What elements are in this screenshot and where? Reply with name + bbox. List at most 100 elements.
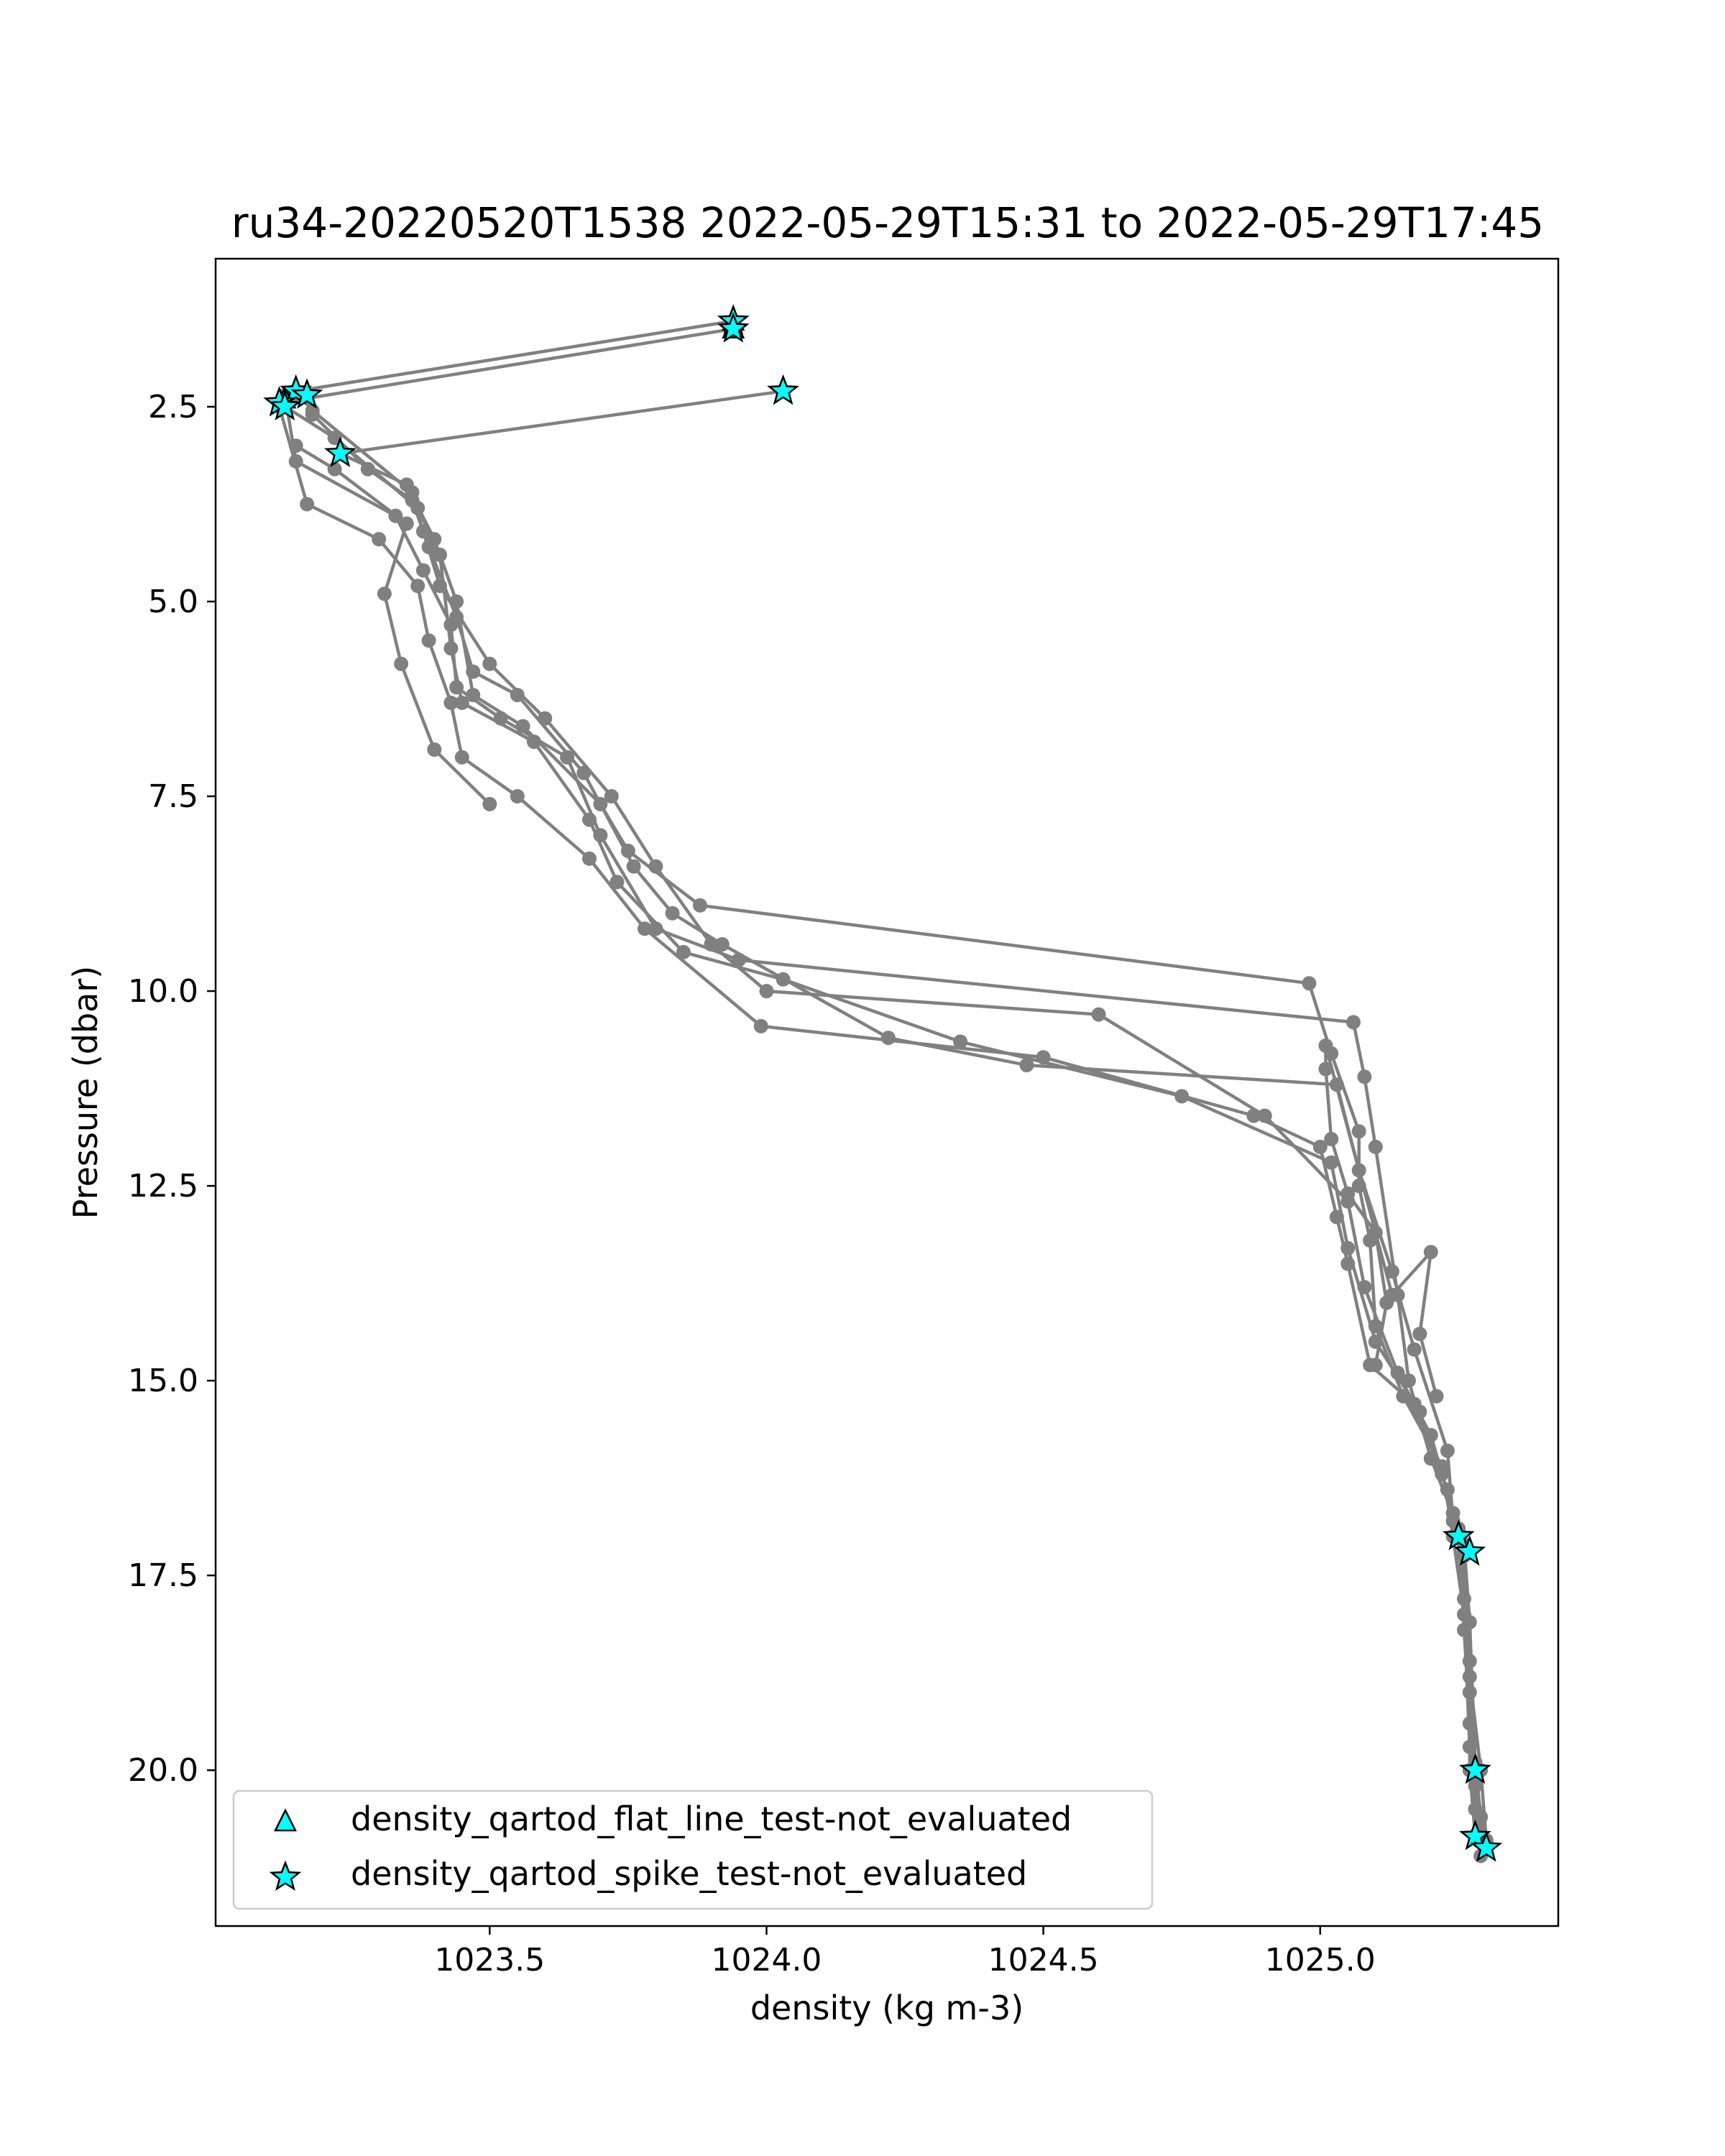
spike-flag-marker [1442, 1519, 1475, 1550]
profile-point [1384, 1287, 1399, 1302]
profile-point [394, 656, 409, 671]
profile-point [454, 750, 469, 765]
profile-point [1340, 1186, 1356, 1201]
profile-point [593, 828, 608, 843]
y-tick-label: 15.0 [128, 1363, 198, 1399]
profile-point [288, 438, 303, 453]
profile-point [714, 937, 730, 952]
profile-point [1246, 1108, 1261, 1123]
x-tick-label: 1025.0 [1265, 1942, 1376, 1978]
chart-title: ru34-20220520T1538 2022-05-29T15:31 to 2… [231, 198, 1544, 247]
profile-point [676, 944, 691, 959]
profile-point [1402, 1373, 1416, 1388]
profile-point [372, 532, 387, 547]
profile-point [1312, 1139, 1328, 1154]
profile-point [1407, 1342, 1422, 1357]
profile-point [1346, 1015, 1361, 1030]
profile-point [1368, 1139, 1383, 1154]
profile-point [454, 695, 469, 710]
profile-point [1302, 976, 1317, 991]
profile-point [626, 859, 641, 874]
spike-flag-marker [290, 378, 323, 409]
legend-star-marker [269, 1860, 302, 1892]
y-tick-label: 12.5 [128, 1168, 198, 1204]
profile-point [1340, 1256, 1356, 1271]
profile-point [377, 586, 392, 602]
profile-point [693, 898, 707, 913]
profile-point [576, 765, 592, 780]
profile-point [449, 609, 464, 625]
spike-flag-marker [1470, 1831, 1503, 1862]
legend-triangle-marker [273, 1808, 298, 1832]
profile-point [1423, 1245, 1438, 1260]
legend: density_qartod_flat_line_test-not_evalua… [232, 1789, 1154, 1910]
profile-point [482, 796, 497, 811]
profile-point [1318, 1038, 1333, 1053]
profile-point [880, 1031, 896, 1046]
profile-point [1091, 1007, 1106, 1022]
x-tick-label: 1024.0 [711, 1942, 822, 1978]
profile-point [300, 497, 315, 512]
y-tick-label: 2.5 [148, 389, 198, 425]
x-tick-label: 1023.5 [434, 1942, 545, 1978]
y-tick-label: 10.0 [128, 973, 198, 1010]
profile-point [1429, 1388, 1444, 1404]
x-axis-title: density (kg m-3) [750, 1989, 1024, 2027]
profile-point [421, 633, 436, 648]
profile-point [510, 789, 525, 803]
profile-point [759, 984, 774, 999]
y-tick-label: 7.5 [148, 778, 198, 815]
spike-flag-marker [1459, 1819, 1491, 1851]
profile-point [1440, 1482, 1455, 1497]
profile-point [1019, 1058, 1034, 1073]
profile-point [1407, 1396, 1422, 1411]
plot-frame [214, 257, 1560, 1927]
profile-point [648, 921, 663, 936]
y-tick-label: 17.5 [128, 1557, 198, 1594]
profile-point [510, 688, 525, 703]
spike-flag-marker [323, 436, 356, 468]
profile-point [399, 516, 414, 531]
profile-point [405, 493, 420, 508]
profile-point [427, 742, 442, 757]
profile-point [466, 688, 481, 703]
profile-point [449, 680, 464, 695]
plot-area [263, 304, 1503, 1864]
profile-point [1324, 1155, 1339, 1170]
profile-point [1324, 1132, 1339, 1146]
profile-point [443, 695, 459, 710]
spike-flag-marker [767, 374, 799, 405]
legend-label-spike: density_qartod_spike_test-not_evaluated [351, 1854, 1027, 1893]
legend-label-flat-line: density_qartod_flat_line_test-not_evalua… [351, 1800, 1072, 1838]
profile-point [638, 921, 652, 936]
spike-flag-marker [1453, 1535, 1486, 1566]
y-tick-label: 5.0 [148, 584, 198, 620]
profile-point [1384, 1264, 1399, 1279]
profile-point [482, 656, 497, 671]
profile-point [493, 711, 508, 726]
profile-point [415, 563, 431, 578]
axis-ticks: 1023.5 1024.0 1024.5 1025.0 2.5 5.0 7.5 10.0 12.… [128, 389, 1376, 1978]
profile-point [1412, 1327, 1427, 1342]
profile-point [466, 664, 481, 679]
profile-point [753, 1018, 768, 1033]
spike-flag-marker [1459, 1753, 1491, 1784]
profile-point [953, 1034, 968, 1049]
profile-point [1462, 1615, 1477, 1630]
profile-point [1357, 1069, 1372, 1084]
profile-point [1368, 1319, 1383, 1334]
profile-point [560, 750, 575, 765]
profile-point [1318, 1061, 1333, 1077]
profile-point [665, 906, 680, 921]
spike-flag-marker [268, 390, 301, 421]
legend-box [232, 1789, 1154, 1910]
profile-point [443, 641, 459, 656]
profile-point [1351, 1124, 1366, 1139]
profile-point [610, 875, 625, 890]
profile-point [410, 579, 426, 594]
profile-point [1462, 1669, 1477, 1685]
spike-flag-marker [717, 312, 750, 343]
y-axis-title: Pressure (dbar) [66, 966, 105, 1219]
x-tick-label: 1024.5 [988, 1942, 1099, 1978]
